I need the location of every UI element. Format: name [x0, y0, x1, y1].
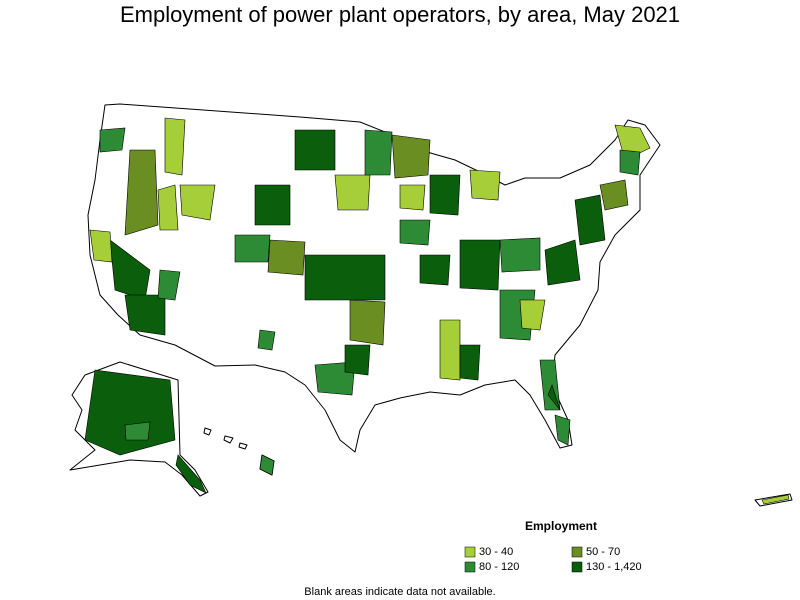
legend-label: 80 - 120 [479, 561, 519, 573]
map-area [179, 184, 216, 221]
legend-swatch [571, 561, 583, 573]
map-area [175, 454, 207, 494]
map-area [459, 239, 501, 291]
map-area [399, 219, 431, 246]
map-area [349, 299, 386, 346]
legend-swatch [464, 546, 476, 558]
legend-label: 30 - 40 [479, 546, 513, 558]
map-area [599, 179, 629, 211]
map-area [157, 269, 181, 301]
map-area [519, 299, 546, 331]
map-area [399, 184, 426, 211]
map-title: Employment of power plant operators, by … [120, 2, 680, 27]
map-area [574, 194, 606, 246]
map-area [544, 239, 581, 286]
map-area [84, 369, 176, 456]
map-area [499, 237, 541, 273]
map-area [294, 129, 336, 171]
map-area [554, 414, 571, 446]
map-area [459, 344, 481, 381]
legend-label: 130 - 1,420 [586, 561, 642, 573]
map-area [547, 384, 561, 411]
map-area [254, 184, 291, 226]
map-area [234, 234, 271, 263]
map-area [99, 127, 126, 153]
map-area [364, 129, 393, 176]
map-area [334, 174, 371, 211]
legend-swatch [571, 546, 583, 558]
map-area [259, 454, 275, 476]
map-area [157, 184, 179, 231]
map-area [124, 149, 159, 236]
legend-swatch [464, 561, 476, 573]
map-area [124, 294, 166, 336]
footnote: Blank areas indicate data not available. [304, 586, 495, 598]
map-area [257, 329, 276, 351]
map-area [439, 319, 461, 381]
map-area [89, 229, 113, 263]
map-area [304, 254, 386, 301]
map-area [391, 134, 431, 179]
map-area [164, 117, 186, 176]
map-area [469, 169, 501, 201]
map-area [419, 254, 451, 286]
map-area [267, 239, 306, 276]
legend: 30 - 40 50 - 70 80 - 120 130 - 1,420 [464, 546, 642, 573]
map-area [124, 421, 151, 441]
map-area [344, 344, 371, 376]
legend-label: 50 - 70 [586, 546, 620, 558]
map-area [761, 494, 790, 505]
legend-title: Employment [525, 519, 597, 533]
map-area [619, 149, 641, 176]
map-areas [84, 117, 790, 505]
map-area [429, 174, 461, 216]
